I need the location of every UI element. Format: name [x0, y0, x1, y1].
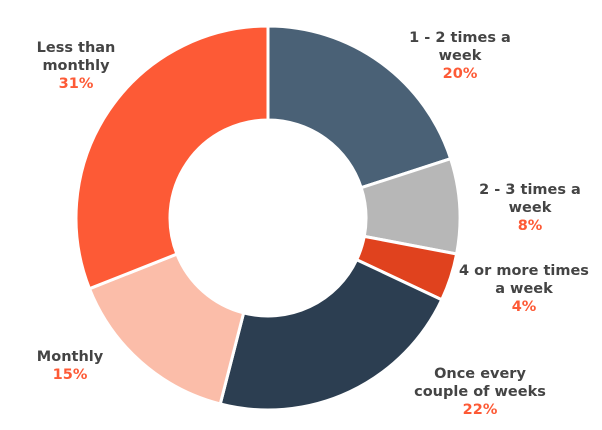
slice-value-label-3: 4%: [512, 299, 537, 315]
slice-label-1: 1 - 2 times a week: [409, 30, 511, 64]
slice-value-label-4: 22%: [463, 402, 498, 418]
slice-value-label-5: 15%: [53, 367, 88, 383]
slice-label-3: 4 or more times a week: [459, 263, 589, 297]
slice-group: [74, 24, 462, 412]
label-group: 1 - 2 times a week 20% 2 - 3 times a week 8% 4…: [37, 30, 589, 418]
slice-label-4: Once every couple of weeks: [414, 366, 546, 400]
slice-label-6: Less than monthly: [37, 40, 116, 74]
slice-value-label-2: 8%: [518, 218, 543, 234]
donut-slice-1: [266, 24, 453, 190]
donut-slice-4: [218, 258, 444, 412]
donut-slice-6: [74, 24, 270, 291]
slice-value-label-1: 20%: [443, 66, 478, 82]
slice-value-label-6: 31%: [59, 76, 94, 92]
slice-label-2: 2 - 3 times a week: [479, 182, 581, 216]
slice-label-5: Monthly: [37, 349, 104, 365]
